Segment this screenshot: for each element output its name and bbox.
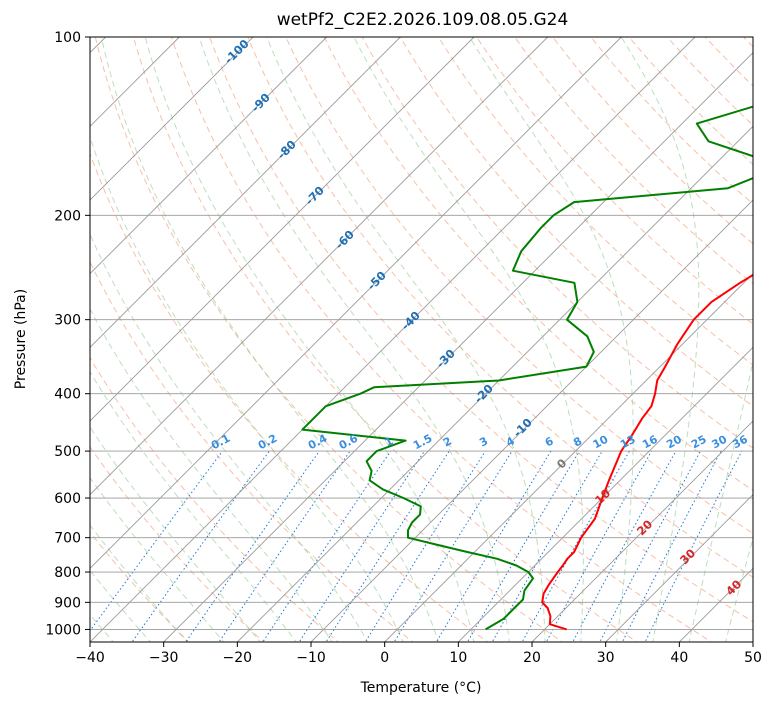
dry-adiabat <box>243 24 775 645</box>
chart-title: wetPf2_C2E2.2026.109.08.05.G24 <box>0 10 775 30</box>
moist-adiabat <box>0 141 298 644</box>
y-tick-label: 900 <box>54 595 81 611</box>
isotherm-label: -20 <box>471 381 496 406</box>
moist-adiabat <box>199 37 510 644</box>
isotherm <box>0 37 253 642</box>
dry-adiabat <box>355 24 775 645</box>
dry-adiabat <box>0 24 266 645</box>
moist-adiabat <box>44 94 370 644</box>
mixing-ratio-label: 10 <box>591 433 611 452</box>
mixing-ratio-label: 13 <box>618 433 638 452</box>
mixing-ratio-label: 1.5 <box>411 432 434 453</box>
dry-adiabat <box>693 24 775 645</box>
dry-adiabat <box>167 24 715 645</box>
mixing-ratio-label: 20 <box>664 433 684 452</box>
y-tick-label: 400 <box>54 387 81 403</box>
y-tick-label: 700 <box>54 531 81 547</box>
x-axis: −40 −30 −20 −10 0 10 20 30 40 50 <box>75 642 762 666</box>
isotherm-label: -70 <box>302 183 327 208</box>
dry-adiabat <box>656 24 775 645</box>
dry-adiabat <box>543 24 775 645</box>
dry-adiabat <box>55 24 491 645</box>
isotherm-label: -100 <box>222 37 252 67</box>
mixing-ratio-label: 6 <box>543 434 556 449</box>
moist-adiabat <box>689 37 775 644</box>
dry-adiabat <box>769 24 775 645</box>
dewpoint-profile <box>302 37 775 629</box>
isotherm-label: 30 <box>677 546 698 567</box>
isotherm <box>0 37 400 642</box>
x-tick-label: −20 <box>223 650 253 666</box>
isotherm-label: -40 <box>398 308 423 333</box>
mixing-ratio-label: 16 <box>640 433 660 452</box>
y-tick-label: 500 <box>54 444 81 460</box>
isotherm <box>90 37 695 642</box>
y-axis-label: Pressure (hPa) <box>13 289 29 389</box>
temperature-profile <box>542 37 775 629</box>
mixing-ratio-label: 0.4 <box>306 432 330 453</box>
isotherm-label: 0 <box>554 456 570 472</box>
x-axis-label: Temperature (°C) <box>360 680 482 696</box>
y-tick-label: 800 <box>54 565 81 581</box>
background-lines <box>0 24 775 645</box>
dry-adiabat <box>280 24 775 645</box>
x-tick-label: 50 <box>744 650 762 666</box>
y-tick-label: 300 <box>54 313 81 329</box>
moist-adiabat <box>470 37 634 644</box>
isotherm-label: -10 <box>510 415 535 440</box>
dry-adiabat <box>581 24 775 645</box>
mixing-ratio-line <box>644 451 742 644</box>
dry-adiabat <box>92 24 566 645</box>
isotherm-label: -30 <box>433 346 458 371</box>
dry-adiabat <box>506 24 775 645</box>
isotherm-label: -80 <box>274 137 299 162</box>
dry-adiabat <box>0 24 341 645</box>
y-tick-label: 1000 <box>45 622 81 638</box>
mixing-ratio-label: 3 <box>477 434 490 449</box>
mixing-ratio-label: 25 <box>689 433 709 452</box>
x-tick-label: 20 <box>523 650 541 666</box>
dry-adiabat <box>430 24 775 645</box>
x-tick-label: −10 <box>296 650 326 666</box>
grid <box>0 37 775 642</box>
x-tick-label: −40 <box>75 650 105 666</box>
dry-adiabat <box>468 24 775 645</box>
isotherm-label: -50 <box>364 268 389 293</box>
dry-adiabat <box>17 24 416 645</box>
moist-adiabat <box>725 37 775 644</box>
isotherm <box>753 37 775 642</box>
y-axis: 100 200 300 400 500 600 700 800 900 1000 <box>45 30 90 638</box>
x-tick-label: 10 <box>449 650 467 666</box>
mixing-ratio-line <box>364 451 486 644</box>
isotherm-label: 10 <box>592 486 613 507</box>
isotherm <box>0 37 327 642</box>
y-tick-label: 100 <box>54 30 81 46</box>
dry-adiabat <box>130 24 641 645</box>
isotherm <box>0 37 474 642</box>
mixing-ratio-line <box>466 451 579 644</box>
y-tick-label: 200 <box>54 208 81 224</box>
isotherm <box>311 37 775 642</box>
moist-adiabat <box>101 37 439 644</box>
x-tick-label: 40 <box>670 650 688 666</box>
x-tick-label: 30 <box>597 650 615 666</box>
profiles <box>302 37 775 629</box>
mixing-ratio-label: 8 <box>571 434 584 449</box>
mixing-ratio-label: 30 <box>710 433 730 452</box>
mixing-ratio-line <box>325 451 450 644</box>
mixing-ratio-line <box>572 451 676 644</box>
isotherm <box>532 37 775 642</box>
x-tick-label: −30 <box>149 650 179 666</box>
isotherm <box>679 37 775 642</box>
mixing-ratio-label: 2 <box>441 434 454 449</box>
x-tick-label: 0 <box>380 650 389 666</box>
dry-adiabat <box>318 24 775 645</box>
mixing-ratio-line <box>80 451 222 644</box>
y-tick-label: 600 <box>54 491 81 507</box>
